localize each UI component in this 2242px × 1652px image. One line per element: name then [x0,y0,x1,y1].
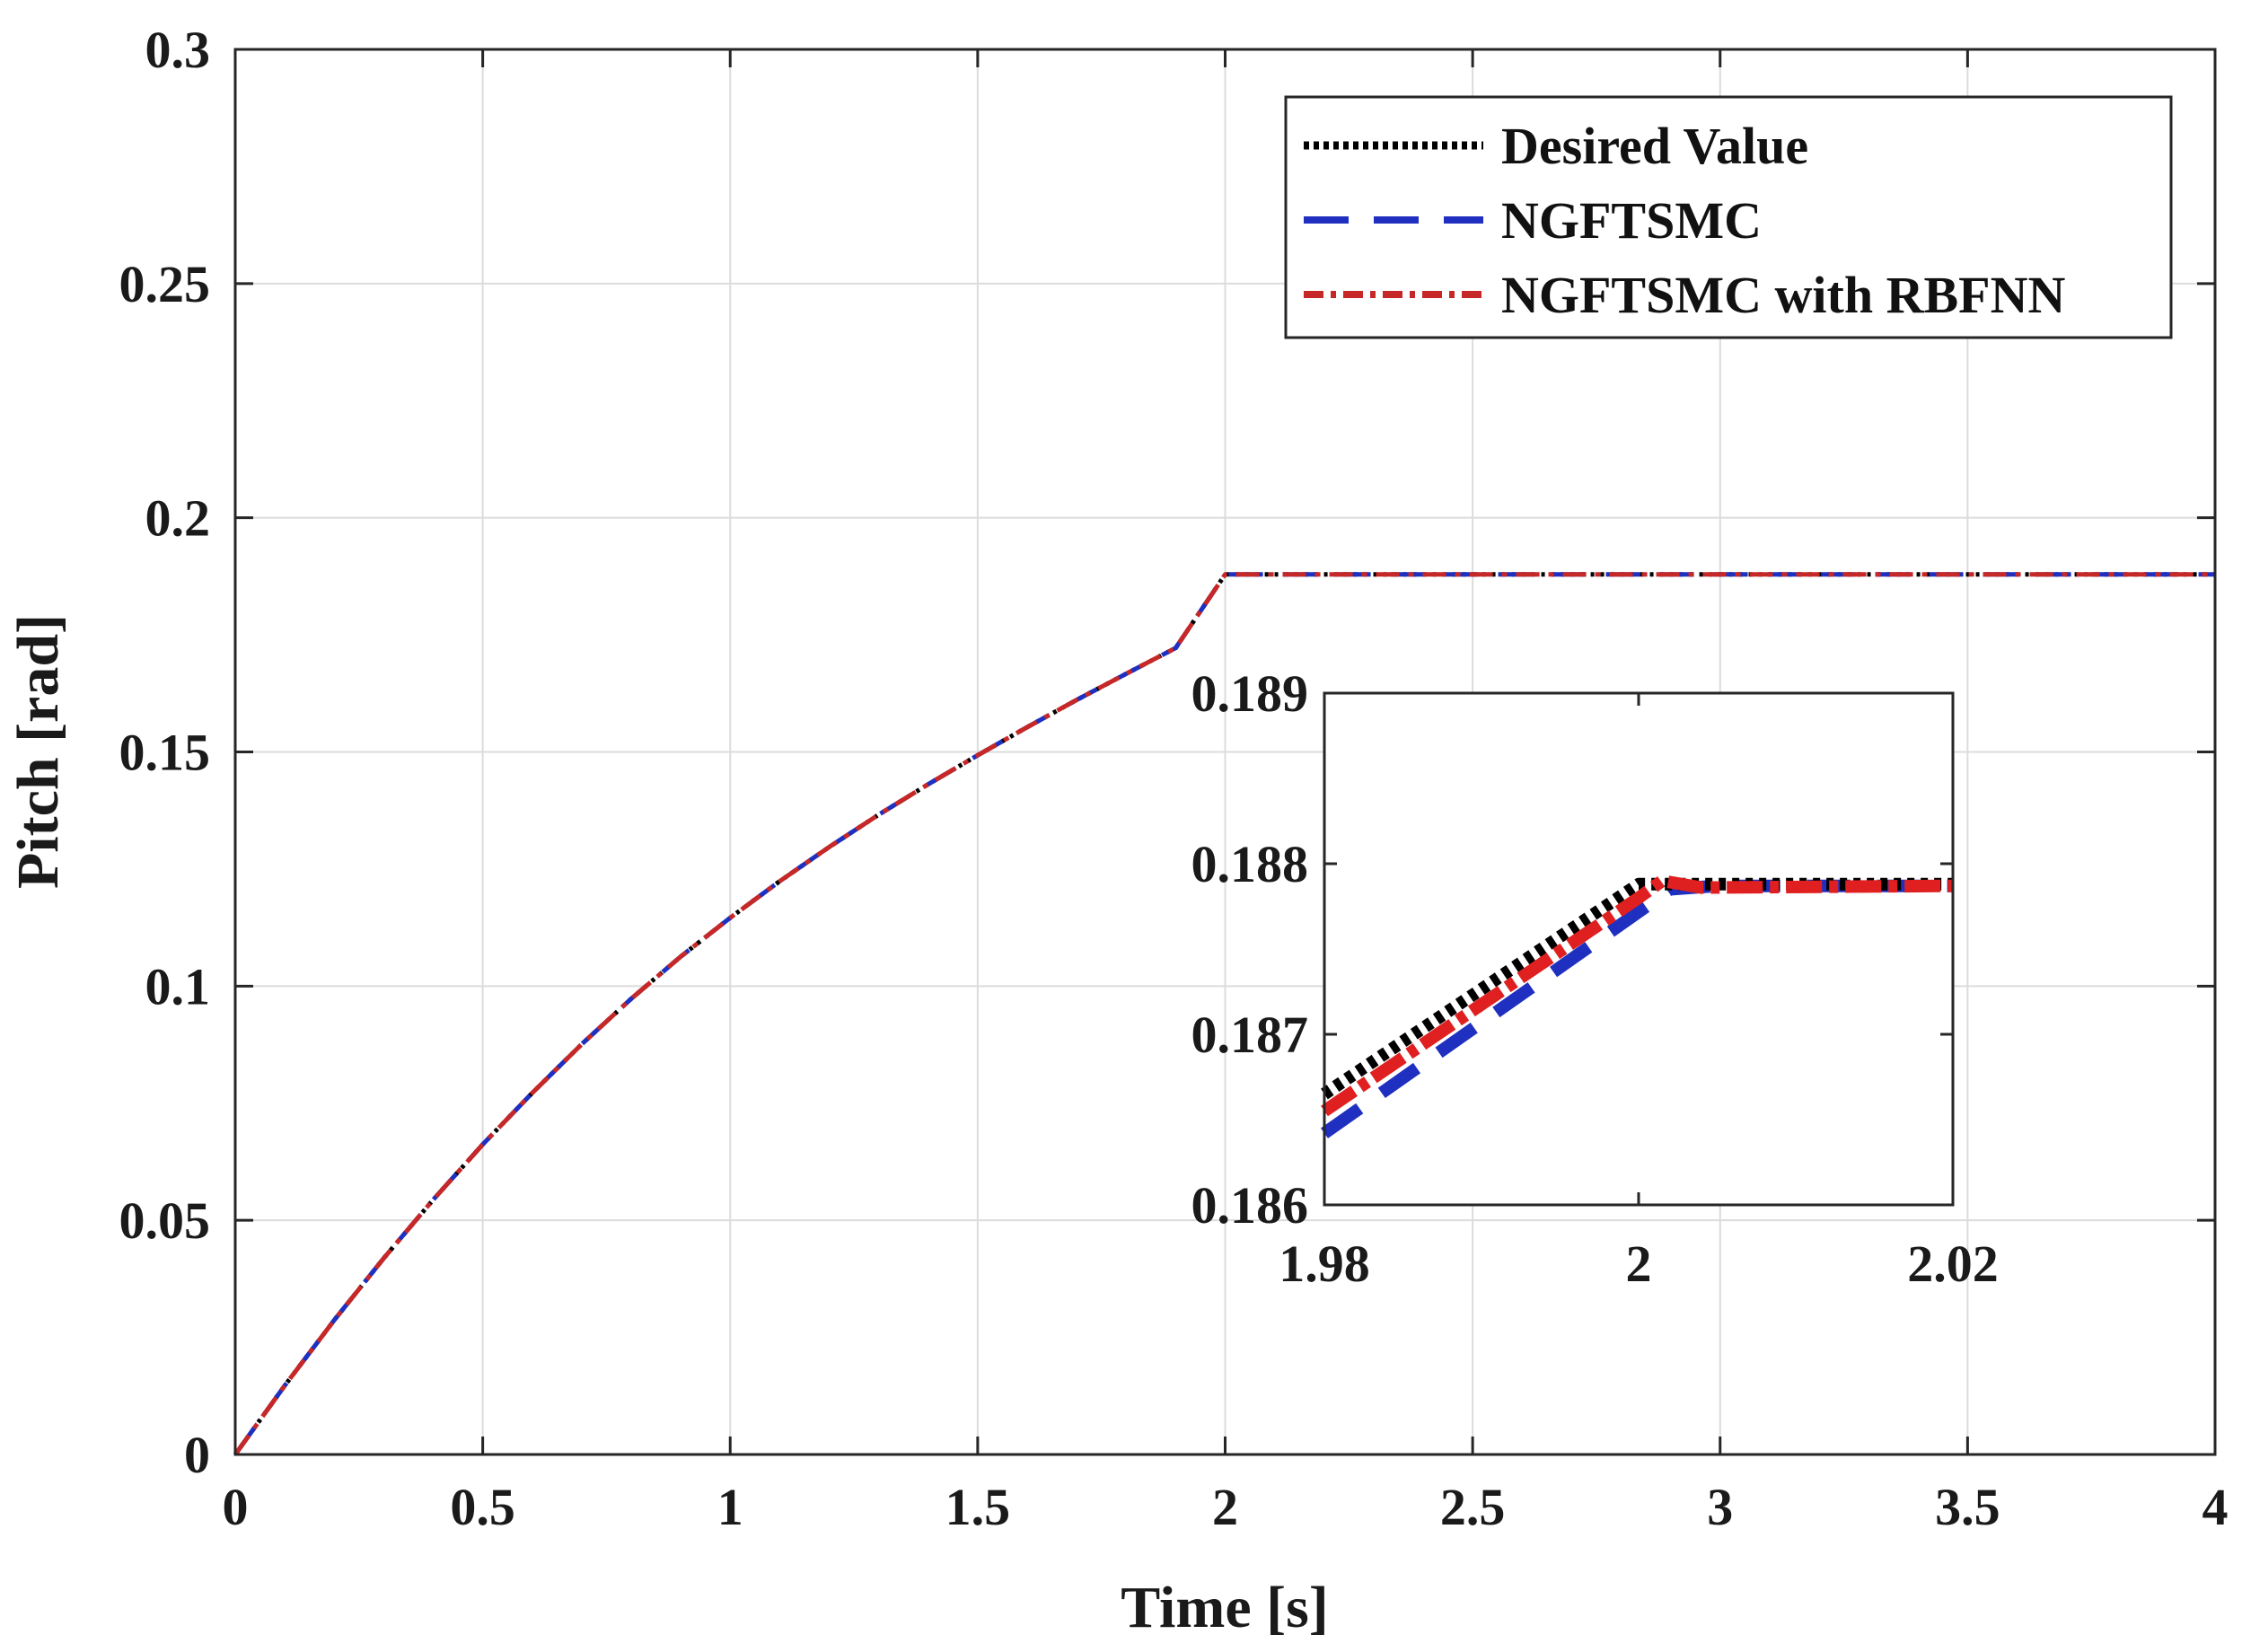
y-tick-label: 0.1 [145,957,211,1015]
inset-y-tick-label: 0.189 [1191,664,1309,723]
y-tick-label: 0.15 [119,724,211,782]
x-tick-label: 1.5 [945,1478,1011,1536]
inset-y-tick-label: 0.187 [1191,1006,1309,1064]
inset-plot-frame [1323,691,1955,1207]
y-axis-title: Pitch [rad] [5,614,71,889]
legend-items: Desired Value NGFTSMC NGFTSMC with RBFNN [1304,117,2065,324]
inset-series-line-1 [1321,877,1953,1100]
x-tick-label: 2 [1212,1478,1238,1536]
x-tick-label: 1 [717,1478,743,1536]
x-tick-label: 0 [223,1478,249,1536]
x-tick-label: 3.5 [1935,1478,2000,1536]
legend: Desired Value NGFTSMC NGFTSMC with RBFNN [1284,95,2173,339]
x-tick-label: 4 [2202,1478,2229,1536]
inset-series-line-3 [1321,874,1954,1117]
legend-label: NGFTSMC with RBFNN [1501,266,2065,324]
y-tick-label: 0.25 [119,255,211,313]
main-y-tick-labels: 0 0.05 0.1 0.15 0.2 0.25 0.3 [119,21,211,1484]
main-series [233,572,2215,1456]
x-axis-title: Time [s] [1121,1575,1329,1640]
inset-plot: 1.98 2 2.02 0.186 0.187 0.188 0.189 [1191,664,1999,1293]
y-tick-label: 0.05 [119,1191,211,1250]
inset-x-tick-labels: 1.98 2 2.02 [1279,1235,1999,1293]
x-tick-label: 0.5 [450,1478,515,1536]
main-plot-frame [233,48,2217,1456]
inset-x-tick-label: 2.02 [1907,1235,1999,1293]
inset-y-tick-labels: 0.186 0.187 0.188 0.189 [1191,664,1309,1235]
inset-x-tick-label: 2 [1626,1235,1652,1293]
y-tick-label: 0 [184,1426,210,1484]
x-tick-label: 3 [1707,1478,1733,1536]
y-tick-label: 0.3 [145,21,211,79]
inset-y-tick-label: 0.186 [1191,1176,1309,1235]
main-x-tick-labels: 0 0.5 1 1.5 2 2.5 3 3.5 4 [223,1478,2229,1536]
inset-y-tick-label: 0.188 [1191,835,1309,893]
inset-plot-area [1324,693,1953,1205]
legend-label: Desired Value [1501,117,1808,175]
legend-label: NGFTSMC [1501,191,1762,250]
y-tick-label: 0.2 [145,489,211,548]
inset-x-tick-label: 1.98 [1279,1235,1370,1293]
x-tick-label: 2.5 [1440,1478,1506,1536]
series-line-3 [233,572,2215,1456]
